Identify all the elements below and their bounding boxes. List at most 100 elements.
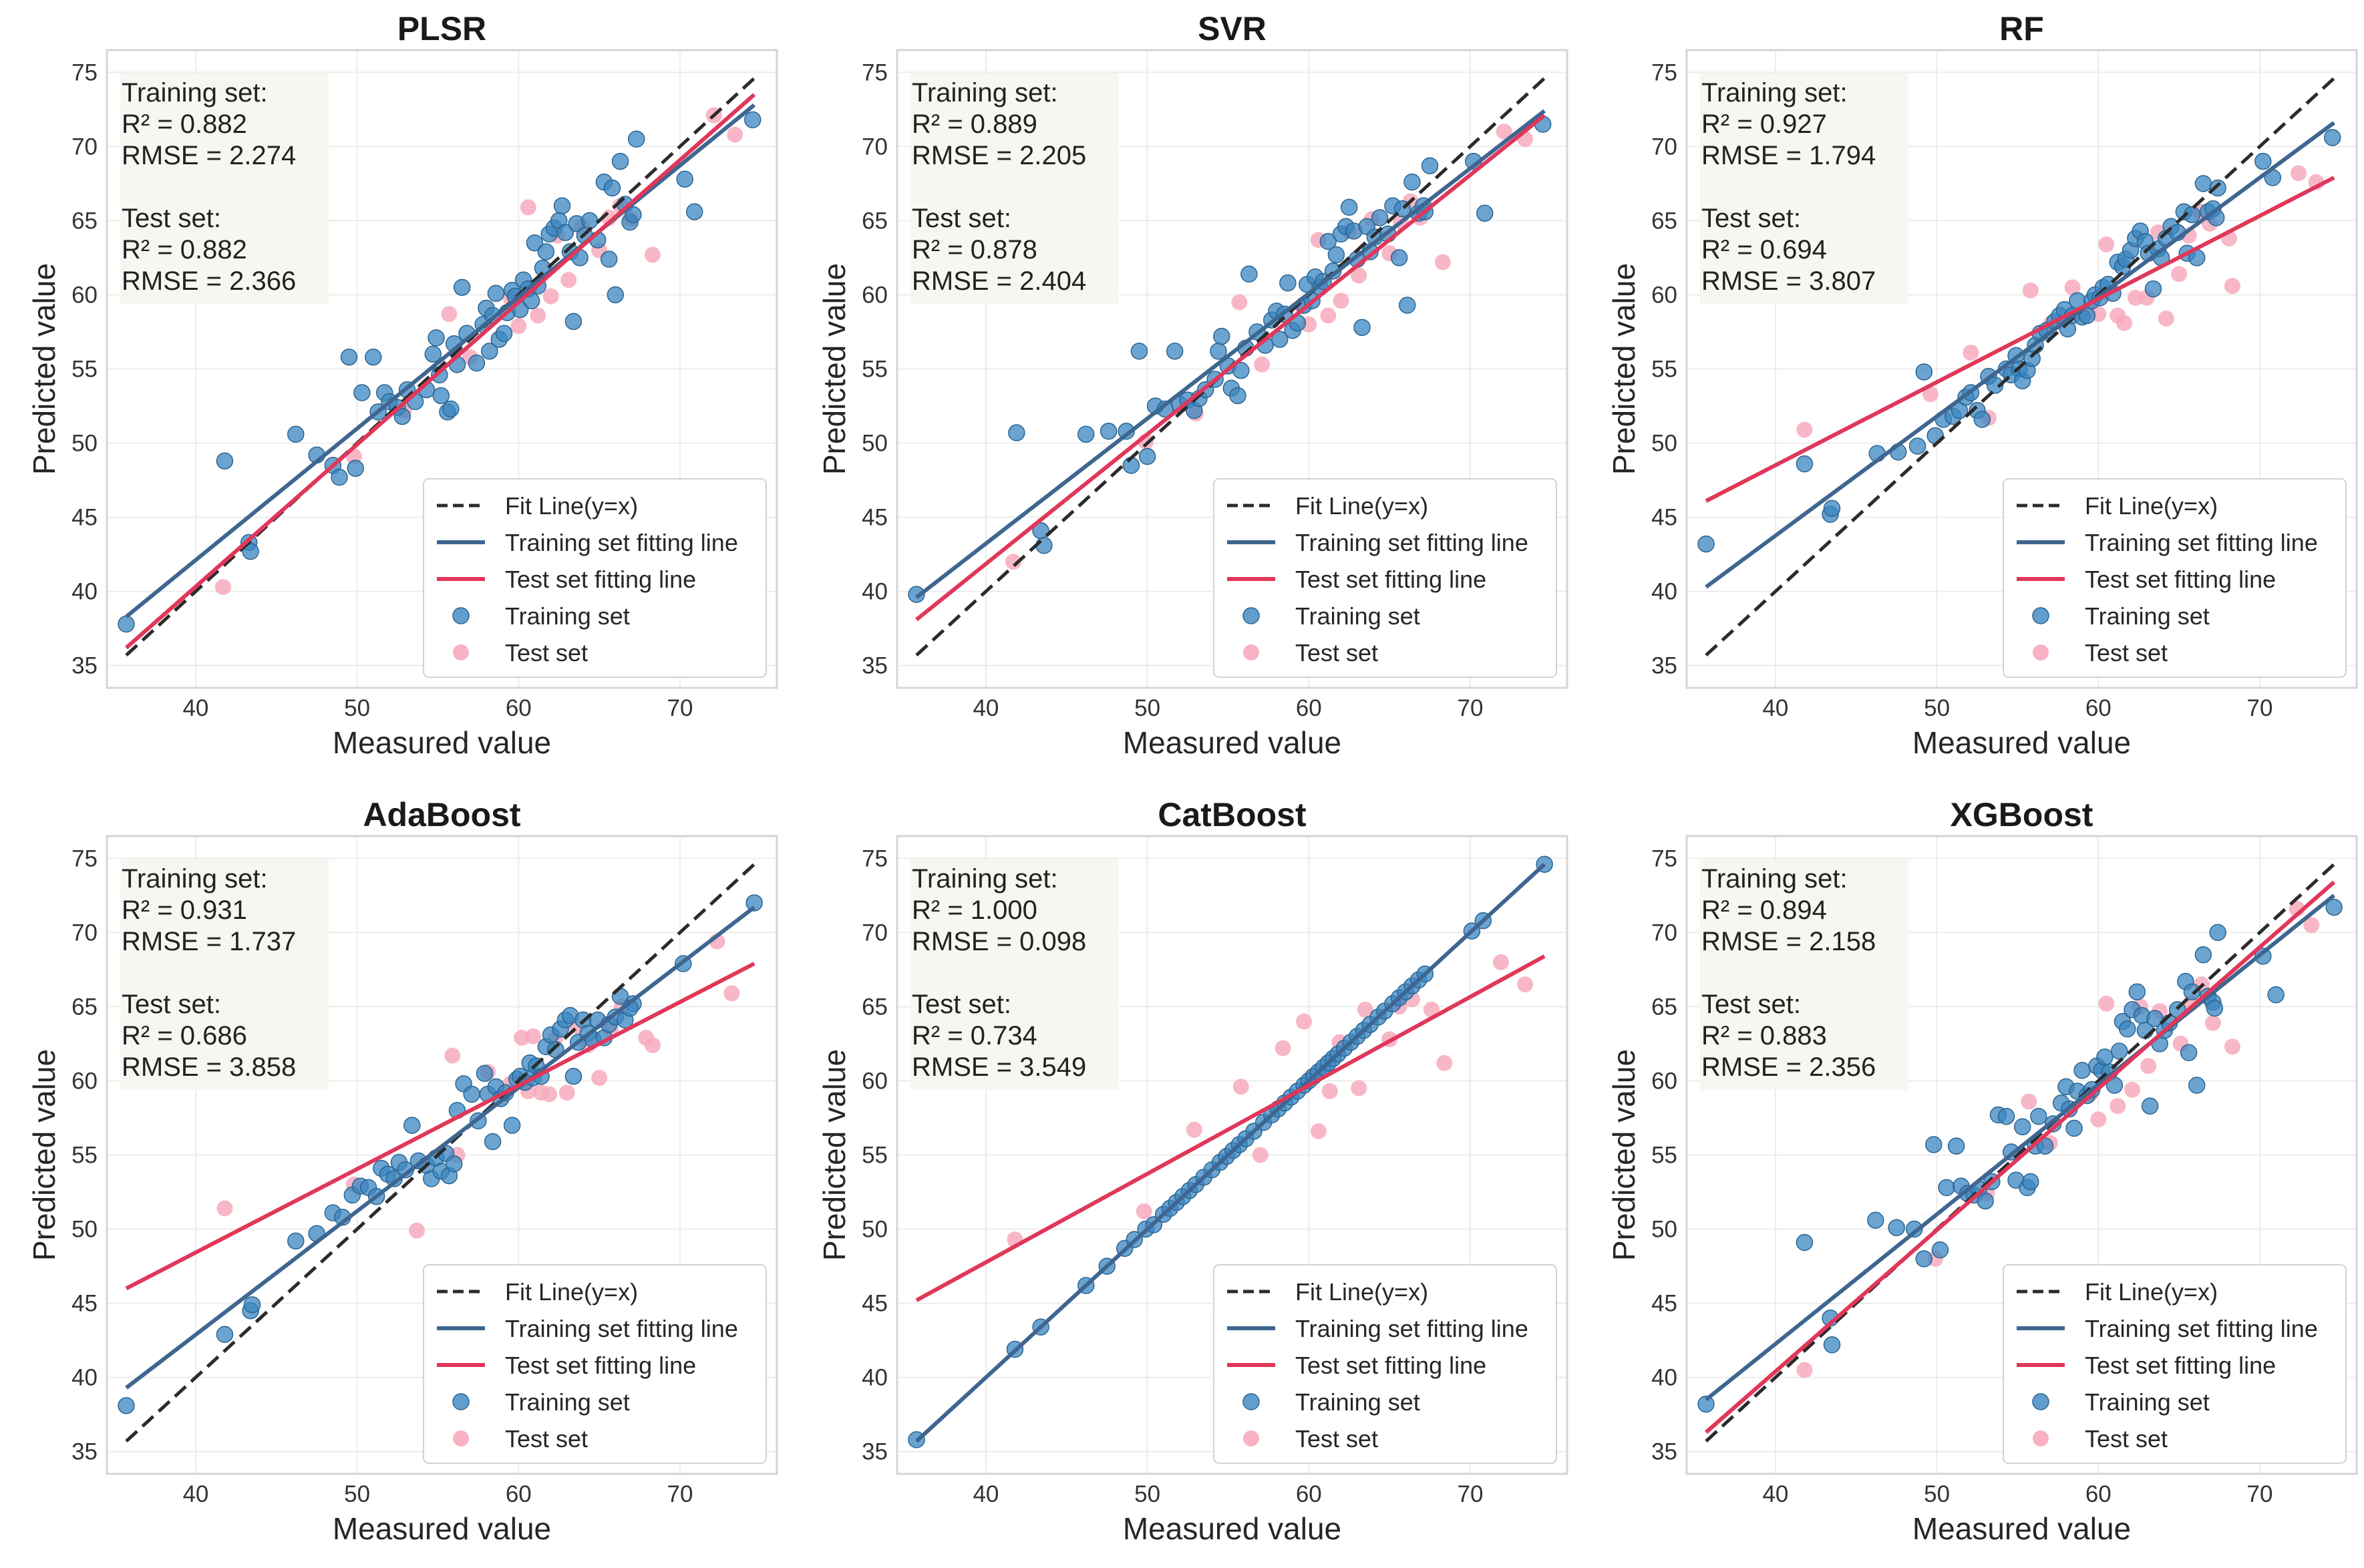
train-point — [2119, 1020, 2136, 1038]
stats-line: RMSE = 3.858 — [122, 1052, 296, 1082]
test-fit-line — [125, 962, 755, 1291]
train-point — [564, 1068, 582, 1085]
stats-box — [120, 859, 329, 1090]
test-point — [1320, 307, 1337, 324]
train-point — [1823, 500, 1841, 518]
y-tick-label: 40 — [71, 579, 98, 605]
train-point — [1403, 173, 1421, 191]
test-point — [2116, 315, 2132, 331]
stats-line: Training set: — [912, 864, 1058, 894]
stats-line: R² = 0.694 — [1701, 235, 1827, 264]
test-point — [541, 1086, 558, 1103]
train-point — [1973, 411, 1991, 428]
train-point — [627, 130, 645, 148]
test-point — [2090, 1111, 2107, 1128]
plot-frame — [896, 835, 1568, 1475]
test-point — [1232, 1079, 1249, 1095]
train-point — [432, 387, 450, 405]
x-tick-label: 60 — [2085, 695, 2112, 721]
y-tick-label: 65 — [1651, 208, 1677, 234]
train-point — [442, 400, 460, 418]
plot-frame — [106, 49, 778, 689]
legend-train-point-swatch — [452, 607, 470, 624]
data-layer — [908, 77, 1552, 656]
test-point — [1333, 292, 1349, 309]
y-tick-label: 65 — [1651, 994, 1677, 1020]
train-point — [424, 345, 442, 363]
legend-label: Test set fitting line — [1295, 1352, 1486, 1379]
plot-frame — [1685, 49, 2358, 689]
stats-box — [1700, 859, 1908, 1090]
y-tick-label: 60 — [862, 1068, 888, 1094]
legend-label: Training set fitting line — [1295, 1315, 1528, 1342]
y-tick-label: 45 — [1651, 1291, 1677, 1317]
identity-line — [125, 77, 755, 656]
legend-label: Fit Line(y=x) — [1295, 492, 1428, 520]
stats-line: R² = 1.000 — [912, 896, 1037, 925]
y-tick-label: 60 — [1651, 282, 1677, 308]
train-point — [526, 234, 544, 252]
test-point — [2098, 236, 2115, 252]
test-point — [2224, 1038, 2240, 1055]
test-point — [1492, 954, 1509, 970]
x-tick-label: 70 — [667, 695, 693, 721]
stats-line: Test set: — [1701, 990, 1801, 1019]
legend-label: Test set — [2085, 1425, 2168, 1452]
stats-line: R² = 0.889 — [912, 110, 1037, 139]
test-point — [1136, 1203, 1152, 1219]
stats-line: Test set: — [1701, 204, 1801, 233]
y-tick-label: 50 — [862, 431, 888, 457]
legend-test-point-swatch — [1243, 644, 1259, 660]
stats-line: R² = 0.734 — [912, 1021, 1037, 1050]
legend-label: Training set fitting line — [505, 1315, 738, 1342]
train-point — [1229, 387, 1246, 405]
train-point — [476, 1064, 494, 1083]
y-tick-label: 55 — [71, 357, 98, 383]
x-tick-label: 40 — [182, 695, 208, 721]
train-point — [607, 286, 625, 304]
legend-box — [1213, 478, 1557, 678]
legend-label: Fit Line(y=x) — [505, 492, 638, 520]
test-point — [1796, 421, 1813, 438]
train-point — [2267, 986, 2285, 1004]
train-point — [1888, 1219, 1905, 1237]
y-tick-label: 70 — [71, 134, 98, 160]
train-point — [393, 407, 411, 425]
stats-line: Training set: — [122, 78, 268, 108]
test-point — [644, 246, 661, 263]
y-axis-label: Predicted value — [27, 1049, 61, 1261]
y-tick-label: 60 — [71, 282, 98, 308]
train-point — [1327, 246, 1345, 264]
legend-label: Training set — [2085, 602, 2210, 630]
y-tick-label: 35 — [1651, 653, 1677, 679]
y-tick-label: 65 — [862, 994, 888, 1020]
x-axis-label: Measured value — [333, 1511, 551, 1546]
legend-label: Training set — [1295, 602, 1420, 630]
panel-title: SVR — [1198, 10, 1267, 47]
legend-test-point-swatch — [2033, 1430, 2049, 1446]
train-point — [1213, 327, 1230, 345]
train-point — [2194, 175, 2212, 192]
train-point — [118, 615, 135, 633]
train-point — [1232, 361, 1250, 379]
y-tick-label: 35 — [862, 1439, 888, 1465]
train-point — [2110, 1042, 2128, 1060]
stats-line: R² = 0.882 — [122, 235, 247, 264]
y-tick-label: 70 — [1651, 134, 1677, 160]
train-point — [2128, 983, 2146, 1000]
train-point — [1823, 1336, 1841, 1354]
train-point — [1353, 319, 1371, 337]
panel-title: CatBoost — [1158, 796, 1307, 833]
train-point — [242, 542, 259, 560]
train-point — [287, 425, 305, 443]
train-point — [487, 284, 505, 302]
x-tick-label: 60 — [506, 695, 532, 721]
test-point — [1321, 1083, 1338, 1099]
stats-line: RMSE = 2.366 — [122, 266, 296, 296]
train-point — [1008, 424, 1025, 441]
identity-line — [125, 863, 755, 1442]
train-point — [603, 179, 621, 197]
train-fit-line — [1705, 121, 2335, 589]
